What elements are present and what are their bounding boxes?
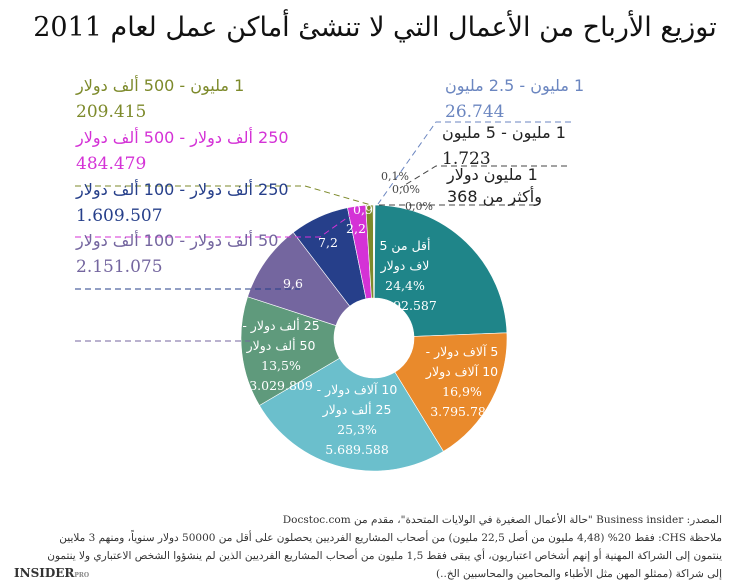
- legend-label-1m-5m: 1 مليون - 5 مليون 1.723: [442, 123, 566, 169]
- legend-label-1m-plus: 1 مليون دولار وأكثر من 368: [447, 165, 542, 206]
- donut-slice-1: [394, 332, 508, 452]
- donut-slice-0: [373, 204, 508, 337]
- donut-slice-10: [373, 204, 376, 299]
- chart-title: توزيع الأرباح من الأعمال التي لا تنشئ أم…: [33, 12, 717, 43]
- slice-label-250k-500k: 2,2: [346, 221, 366, 236]
- slice-label-25k-50k: 25 ألف دولار -50 ألف دولار 13,5% 3.029.809: [242, 318, 320, 393]
- slice-label-under-5k: أقل من 5 لاف دولار 24,4% 5.492.587: [373, 238, 437, 313]
- pct-label-1m-plus: 0,0%: [405, 200, 433, 213]
- slice-label-5k-10k: 5 آلاف دولار -10 آلاف دولار 16,9% 3.795.78…: [425, 344, 499, 419]
- slice-label-10k-25k: 10 آلاف دولار -25 ألف دولار 25,3% 5.689.58…: [316, 382, 398, 457]
- slice-label-500k-1m: 0,9: [353, 202, 373, 217]
- legend-label-50k-100k: 50 ألف دولار - 100 ألف دولار 2.151.075: [76, 231, 279, 277]
- legend-label-250k-500k: 250 ألف دولار - 500 ألف دولار 484.479: [76, 128, 289, 174]
- legend-label-500k-1m: 1 مليون - 500 ألف دولار 209.415: [76, 76, 245, 122]
- leader-line-1: [75, 209, 359, 238]
- pct-label-1m-5m: 0,0%: [392, 183, 420, 196]
- source-text: المصدر: Business insider "حالة الأعمال ا…: [282, 514, 722, 526]
- slice-label-50k-100k: 9,6: [283, 276, 303, 291]
- leader-line-5: [399, 165, 567, 189]
- note-line-2: ينتمون إلى الشراكة المهنية أو إنهم أشخاص…: [47, 550, 722, 562]
- legend-label-1m-2.5m: 1 مليون - 2.5 مليون 26.744: [445, 76, 585, 122]
- donut-slice-3: [240, 296, 340, 406]
- insider-pro-logo: INSIDERPRO: [14, 566, 90, 580]
- note-line-1: ملاحظة CHS: فقط 20% (4,48 مليون من أصل 2…: [59, 532, 722, 544]
- leader-line-0: [75, 185, 372, 206]
- legend-label-100k-250k: 250 ألف دولار - 100 ألف دولار 1.609.507: [76, 180, 289, 226]
- note-line-3: إلى شراكة (ممثلو المهن مثل الأطباء والمح…: [436, 568, 722, 580]
- pct-label-1m-2.5m: 0,1%: [381, 170, 409, 183]
- donut-slice-2: [258, 357, 444, 472]
- slice-label-100k-250k: 7,2: [318, 235, 338, 250]
- leader-line-4: [377, 121, 571, 205]
